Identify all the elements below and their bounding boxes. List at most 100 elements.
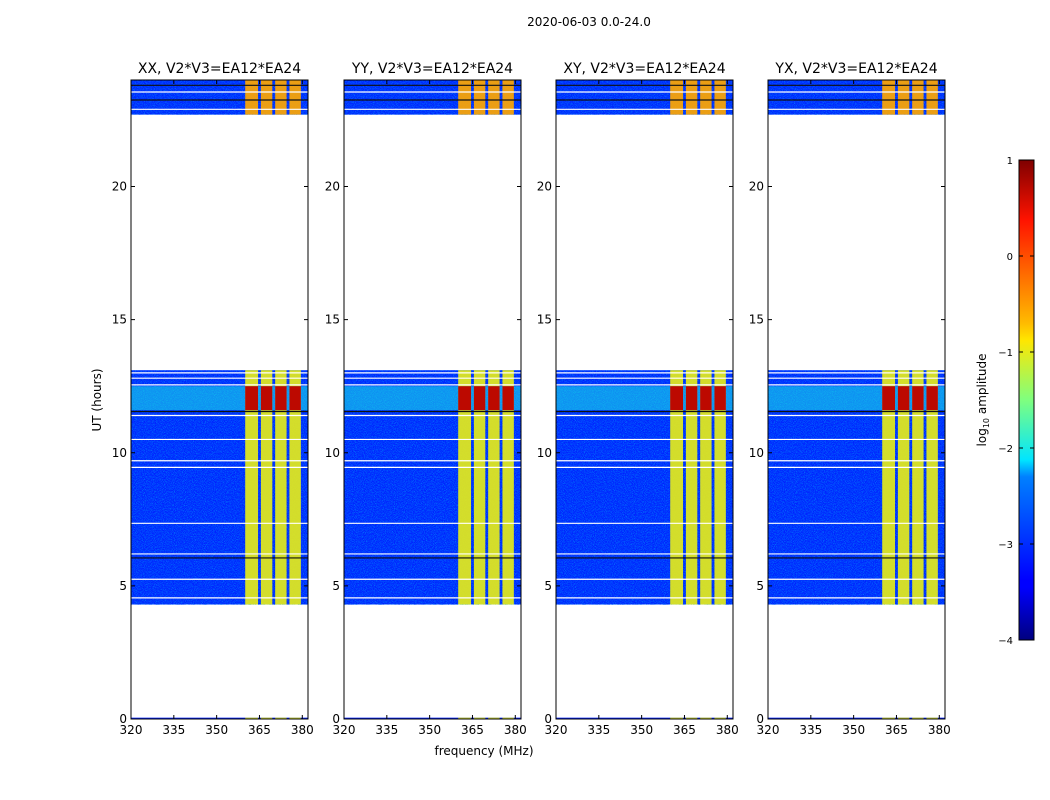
x-tick-label: 320 [545,723,568,737]
panel-frame [555,79,734,720]
panel-yy: YY, V2*V3=EA12*EA24 320 335 350 365 380 0 5 10 15… [325,61,527,737]
x-tick-label: 365 [461,723,484,737]
rfi-channel [458,370,472,605]
rfi-channel [700,80,712,115]
rfi-peak [670,386,684,411]
y-tick-label: 20 [749,180,764,194]
data-block [131,717,308,720]
y-tick-label: 5 [119,579,127,593]
rfi-channel [897,370,910,605]
x-tick-label: 335 [162,723,185,737]
rfi-peak [245,386,259,411]
rfi-peak [458,386,472,411]
y-tick-label: 10 [325,446,340,460]
x-tick-label: 365 [673,723,696,737]
x-tick-label: 335 [799,723,822,737]
rfi-channel [700,370,712,605]
rfi-channel [926,80,938,115]
rfi-channel [685,370,698,605]
x-tick-label: 350 [205,723,228,737]
x-tick-label: 320 [757,723,780,737]
colorbar-tick-label: −2 [998,444,1013,455]
rfi-channel [912,80,924,115]
panels: XX, V2*V3=EA12*EA24 320 335 350 365 380 0 5 10 15… [112,61,951,737]
rfi-channel [275,717,287,720]
x-tick-label: 380 [716,723,739,737]
x-tick-label: 380 [291,723,314,737]
rfi-channel [714,717,726,720]
y-tick-label: 0 [544,712,552,726]
x-tick-label: 335 [375,723,398,737]
y-tick-label: 5 [332,579,340,593]
x-tick-label: 350 [630,723,653,737]
y-tick-label: 20 [112,180,127,194]
rfi-peak [260,386,273,411]
rfi-channel [458,80,472,115]
y-axis-label: UT (hours) [90,368,104,431]
rfi-peak [289,386,301,411]
rfi-channel [714,80,726,115]
y-tick-label: 5 [544,579,552,593]
figure-title: 2020-06-03 0.0-24.0 [527,15,651,29]
rfi-channel [670,717,684,720]
panel-yx: YX, V2*V3=EA12*EA24 320 335 350 365 380 0 5 10 15… [749,61,951,737]
y-tick-label: 0 [332,712,340,726]
rfi-channel [289,370,301,605]
rfi-channel [289,717,301,720]
colorbar-ticks: 1 0 −1 −2 −3 −4 [998,156,1034,647]
rfi-channel [473,717,486,720]
y-tick-label: 20 [537,180,552,194]
data-block [556,717,733,720]
rfi-channel [882,370,896,605]
colorbar-tick-label: 1 [1007,156,1013,167]
x-tick-label: 380 [504,723,527,737]
rfi-channel [458,717,472,720]
x-tick-label: 335 [587,723,610,737]
rfi-channel [473,370,486,605]
y-tick-label: 5 [756,579,764,593]
rfi-peak [926,386,938,411]
rfi-peak [714,386,726,411]
rfi-channel [897,80,910,115]
rfi-channel [245,717,259,720]
x-tick-label: 380 [928,723,951,737]
rfi-peak [275,386,287,411]
x-tick-label: 350 [842,723,865,737]
rfi-channel [685,80,698,115]
colorbar-tick-label: −4 [998,636,1013,647]
x-tick-label: 365 [248,723,271,737]
colorbar: 1 0 −1 −2 −3 −4 log10 amplitude [975,156,1035,647]
x-tick-label: 350 [418,723,441,737]
colorbar-tick-label: 0 [1007,252,1013,263]
rfi-channel [912,717,924,720]
rfi-channel [260,370,273,605]
rfi-channel [488,370,500,605]
rfi-channel [714,370,726,605]
y-tick-label: 20 [325,180,340,194]
rfi-channel [289,80,301,115]
rfi-peak [488,386,500,411]
x-axis-label: frequency (MHz) [434,744,533,758]
rfi-peak [473,386,486,411]
rfi-channel [912,370,924,605]
rfi-channel [473,80,486,115]
panel-title: YX, V2*V3=EA12*EA24 [774,61,937,77]
y-tick-label: 15 [749,313,764,327]
rfi-peak [882,386,896,411]
y-tick-label: 10 [749,446,764,460]
rfi-peak [685,386,698,411]
rfi-channel [670,370,684,605]
colorbar-tick-label: −1 [998,348,1013,359]
rfi-peak [897,386,910,411]
colorbar-gradient [1018,159,1035,641]
rfi-channel [926,370,938,605]
rfi-channel [488,80,500,115]
data-block [344,717,521,720]
rfi-channel [897,717,910,720]
rfi-channel [502,717,514,720]
x-tick-label: 365 [885,723,908,737]
rfi-channel [245,370,259,605]
rfi-channel [882,717,896,720]
x-tick-label: 320 [120,723,143,737]
rfi-peak [912,386,924,411]
